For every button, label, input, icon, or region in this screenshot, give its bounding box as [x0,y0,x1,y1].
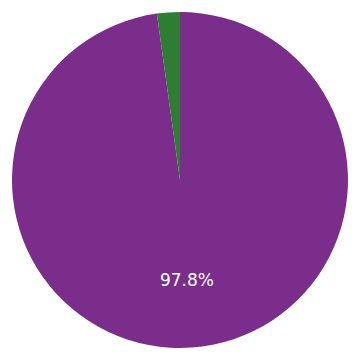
pie-slice [12,12,348,348]
pie-slice [157,12,180,180]
chart: 97.8% [0,0,360,360]
data-label: 97.8% [160,270,214,290]
pie [12,12,348,348]
labels: 97.8% [160,270,214,290]
